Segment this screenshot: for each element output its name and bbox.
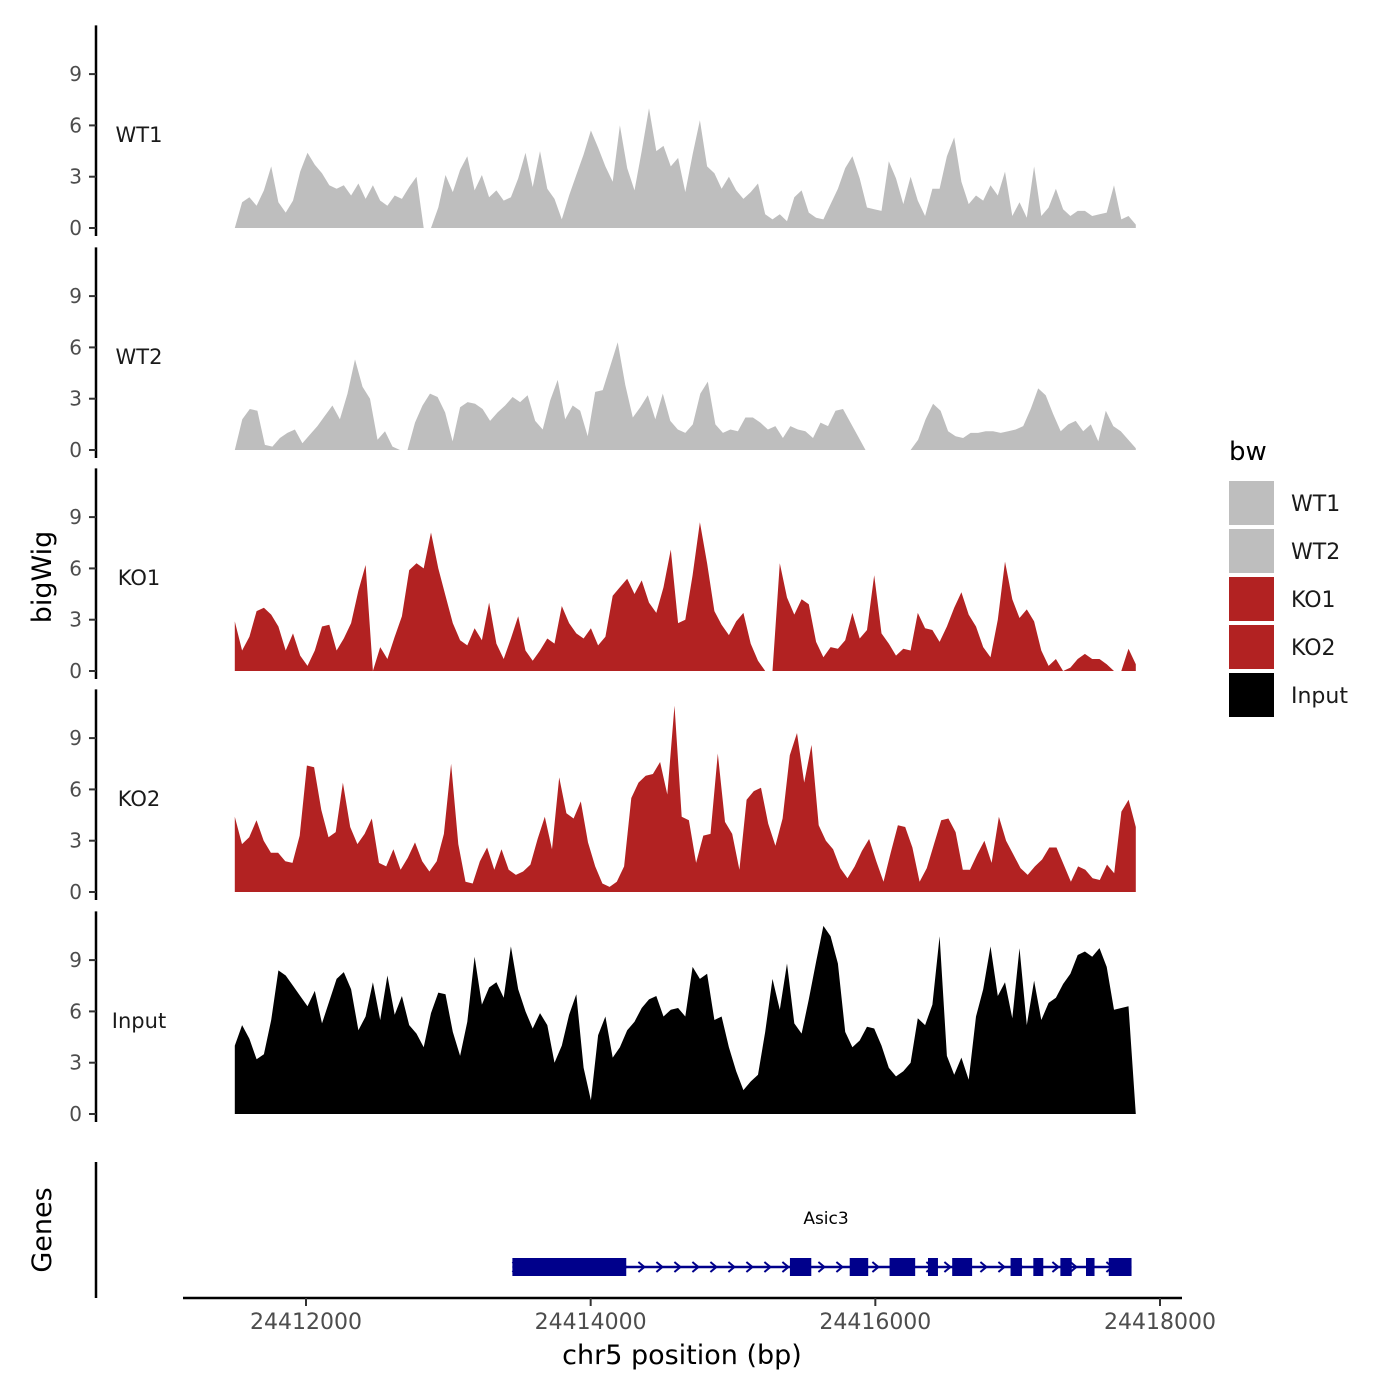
strand-arrow: [763, 1261, 772, 1273]
strand-arrow: [817, 1261, 826, 1273]
strand-arrow: [709, 1261, 718, 1273]
strand-arrow: [637, 1261, 646, 1273]
y-tick-label: 3: [69, 829, 82, 853]
exon: [1033, 1258, 1044, 1276]
track-ko2: 0 3 6 9 KO2: [69, 689, 1136, 904]
y-tick-label: 0: [69, 1102, 82, 1126]
y-tick-label: 3: [69, 608, 82, 632]
y-tick-label: 9: [69, 948, 82, 972]
strand-arrow: [727, 1261, 736, 1273]
strand-arrow: [997, 1261, 1006, 1273]
signal-area-ko2: [234, 705, 1136, 892]
y-tick-label: 9: [69, 284, 82, 308]
x-tick-label: 24418000: [1104, 1310, 1216, 1335]
x-tick-label: 24416000: [819, 1310, 931, 1335]
strand-arrow: [979, 1261, 988, 1273]
legend: bw WT1 WT2 KO1 KO2 Input: [1229, 437, 1348, 717]
track-label: WT2: [116, 345, 163, 369]
exon: [512, 1258, 627, 1276]
exon: [1108, 1258, 1132, 1276]
y-tick-label: 0: [69, 438, 82, 462]
track-label: KO1: [118, 566, 161, 590]
legend-label: WT2: [1291, 540, 1340, 565]
track-label: WT1: [116, 123, 163, 147]
x-axis-title: chr5 position (bp): [562, 1340, 802, 1371]
y-tick-label: 3: [69, 1051, 82, 1075]
y-tick-label: 6: [69, 556, 82, 580]
y-tick-label: 0: [69, 880, 82, 904]
signal-area-wt2: [234, 342, 1136, 450]
track-label: KO2: [118, 787, 161, 811]
y-tick-label: 9: [69, 62, 82, 86]
strand-arrow: [673, 1261, 682, 1273]
legend-swatch-ko2: [1229, 625, 1274, 669]
exon: [849, 1258, 869, 1276]
legend-label: KO1: [1291, 588, 1336, 613]
track-ko1: 0 3 6 9 KO1: [69, 468, 1136, 683]
strand-arrow: [655, 1261, 664, 1273]
track-wt1: 0 3 6 9 WT1: [69, 25, 1136, 240]
legend-swatch-ko1: [1229, 577, 1274, 621]
legend-swatch-input: [1229, 673, 1274, 717]
gene-track: Genes Asic3: [27, 1162, 1132, 1298]
strand-arrow: [745, 1261, 754, 1273]
exon: [1085, 1258, 1095, 1276]
exon: [1060, 1258, 1072, 1276]
y-tick-label: 3: [69, 165, 82, 189]
legend-swatch-wt2: [1229, 529, 1274, 573]
signal-area-wt1: [234, 108, 1136, 228]
y-tick-label: 6: [69, 777, 82, 801]
y-tick-label: 3: [69, 387, 82, 411]
y-tick-label: 6: [69, 113, 82, 137]
exon: [789, 1258, 812, 1276]
gene-name-label: Asic3: [803, 1209, 848, 1229]
signal-area-input: [234, 925, 1136, 1114]
track-input: 0 3 6 9 Input: [69, 911, 1136, 1126]
track-wt2: 0 3 6 9 WT2: [69, 247, 1136, 462]
legend-label: KO2: [1291, 636, 1336, 661]
x-tick-label: 24414000: [535, 1310, 647, 1335]
legend-label: WT1: [1291, 492, 1340, 517]
track-label: Input: [112, 1009, 166, 1033]
exon: [952, 1258, 973, 1276]
strand-arrow: [781, 1261, 790, 1273]
y-tick-label: 6: [69, 999, 82, 1023]
y-tick-label: 9: [69, 726, 82, 750]
strand-arrow: [943, 1261, 952, 1273]
legend-swatch-wt1: [1229, 481, 1274, 525]
y-tick-label: 6: [69, 335, 82, 359]
y-tick-label: 9: [69, 505, 82, 529]
x-axis: chr5 position (bp) 24412000 24414000 24416…: [183, 1296, 1216, 1371]
exon: [1010, 1258, 1022, 1276]
strand-arrow: [691, 1261, 700, 1273]
strand-arrow: [871, 1261, 880, 1273]
gene-track-title: Genes: [27, 1187, 58, 1272]
y-tick-label: 0: [69, 659, 82, 683]
signal-tracks: 0 3 6 9 WT1 0 3 6 9 WT2 0 3 6 9 KO1 0 3 6 9 KO2 0 3 6 9 Input: [69, 25, 1136, 1126]
exon: [927, 1258, 938, 1276]
legend-label: Input: [1291, 684, 1348, 709]
legend-title: bw: [1229, 437, 1267, 467]
x-tick-label: 24412000: [250, 1310, 362, 1335]
exon: [889, 1258, 916, 1276]
strand-arrow: [1051, 1261, 1060, 1273]
y-tick-label: 0: [69, 216, 82, 240]
y-axis-title: bigWig: [27, 531, 58, 624]
signal-area-ko1: [234, 522, 1136, 671]
strand-arrow: [1069, 1261, 1078, 1273]
strand-arrow: [835, 1261, 844, 1273]
